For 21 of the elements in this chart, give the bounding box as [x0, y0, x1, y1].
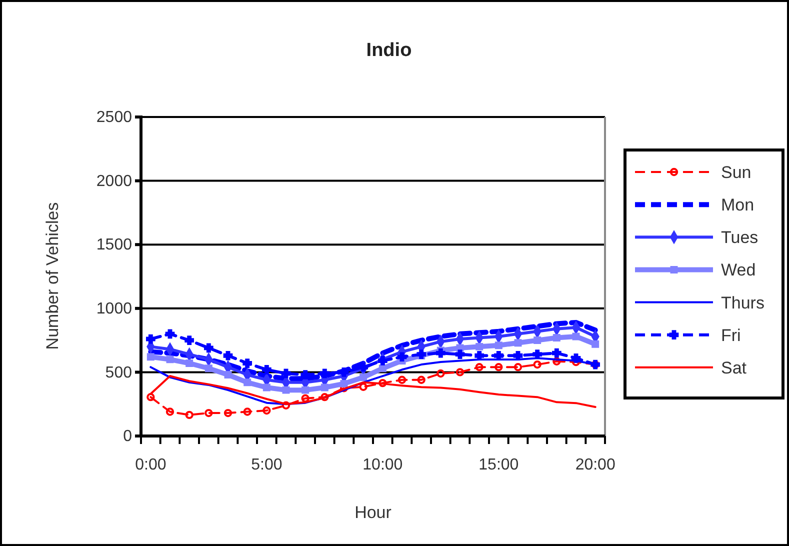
x-tick-label: 10:00 [362, 456, 403, 474]
chart-title: Indio [366, 40, 412, 61]
legend-label: Mon [721, 196, 754, 215]
y-tick-label: 0 [123, 428, 132, 446]
y-tick-label: 1000 [96, 300, 132, 318]
y-tick-label: 500 [105, 364, 132, 382]
x-tick-label: 0:00 [135, 456, 166, 474]
x-tick-label: 5:00 [251, 456, 282, 474]
legend-label: Fri [721, 326, 741, 345]
legend-label: Sat [721, 358, 747, 378]
legend-label: Tues [721, 228, 758, 248]
x-tick-label: 20:00 [575, 456, 616, 474]
y-axis-title: Number of Vehicles [43, 202, 62, 350]
y-tick-label: 1500 [96, 236, 132, 254]
y-tick-label: 2000 [96, 172, 132, 190]
x-axis-title: Hour [354, 503, 392, 522]
x-tick-label: 15:00 [478, 456, 519, 474]
legend-label: Thurs [721, 293, 764, 312]
legend-label: Wed [721, 260, 756, 280]
y-tick-label: 2500 [96, 109, 132, 126]
legend-label: Sun [721, 163, 752, 182]
